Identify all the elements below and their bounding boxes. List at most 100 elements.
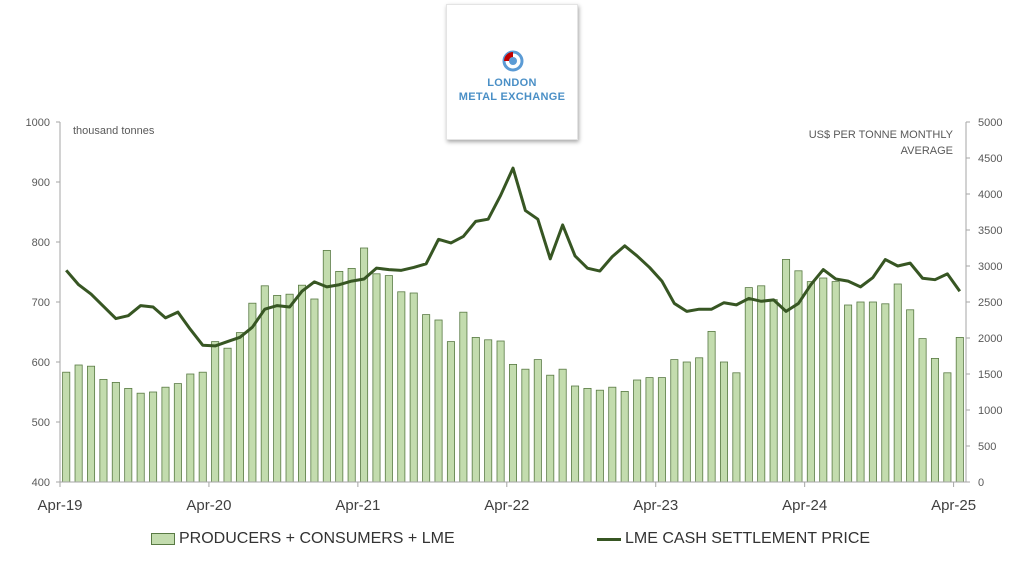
lme-logo-mark-icon [502,50,524,72]
bar [782,258,791,483]
bar [595,389,604,483]
right-axis-unit-label-line1: US$ PER TONNE MONTHLY [809,129,954,141]
right-tick-label: 2500 [978,297,1002,309]
bar [186,373,195,483]
bar [546,374,555,483]
right-tick-label: 3500 [978,225,1002,237]
left-axis-unit-label: thousand tonnes [73,125,155,137]
x-tick-label: Apr-20 [186,497,231,514]
bar [744,287,753,483]
bar [893,283,902,483]
bar [397,291,406,483]
right-tick-label: 2000 [978,333,1002,345]
bar [335,270,344,483]
right-tick-label: 4500 [978,153,1002,165]
bar [74,364,83,483]
bar [955,336,964,483]
bar [856,301,865,483]
bar [757,285,766,483]
bar [881,303,890,483]
bar [620,390,629,483]
bar [136,392,145,483]
x-tick-label: Apr-21 [335,497,380,514]
bar [285,293,294,483]
bar [446,341,455,483]
left-tick-label: 800 [32,237,50,249]
bar [571,385,580,483]
bar [211,341,220,483]
bar [806,281,815,483]
bar [223,347,232,483]
bar [583,387,592,483]
bar [695,357,704,483]
x-tick-label: Apr-23 [633,497,678,514]
bar [707,330,716,483]
lme-logo-line2: METAL EXCHANGE [458,91,566,103]
right-tick-label: 1000 [978,405,1002,417]
bar [819,277,828,483]
left-tick-label: 600 [32,357,50,369]
bar [844,304,853,483]
left-tick-label: 500 [32,417,50,429]
right-axis-tick-labels: 0 500 1000 1500 2000 2500 3000 3500 4000 4500 5000 [978,117,1002,489]
right-tick-label: 500 [978,441,996,453]
right-tick-label: 3000 [978,261,1002,273]
right-axis-unit-label-line2: AVERAGE [901,145,953,157]
bar [831,281,840,483]
bar [657,377,666,483]
bar [87,365,96,483]
bar [918,338,927,483]
bar [732,372,741,483]
legend-item-line: LME CASH SETTLEMENT PRICE [597,529,870,549]
bar [471,336,480,483]
bar [930,357,939,483]
bar [149,391,158,483]
bar [868,301,877,483]
x-tick-label: Apr-24 [782,497,827,514]
bar [645,377,654,483]
right-tick-label: 5000 [978,117,1002,129]
bar [111,381,120,483]
bar [173,383,182,483]
right-tick-label: 1500 [978,369,1002,381]
bar [769,299,778,483]
legend-bar-swatch [151,533,175,545]
bar [99,378,108,483]
x-tick-label: Apr-22 [484,497,529,514]
left-tick-label: 700 [32,297,50,309]
bar [372,273,381,483]
bar [459,311,468,483]
x-axis-tick-labels: Apr-19 Apr-20 Apr-21 Apr-22 Apr-23 Apr-24 Apr-… [37,497,976,514]
bar [124,387,133,483]
bar [198,371,207,483]
left-tick-label: 900 [32,177,50,189]
bar [608,386,617,483]
bar [943,372,952,483]
bar [633,379,642,483]
bar [235,332,244,483]
legend-item-bars: PRODUCERS + CONSUMERS + LME [151,529,455,549]
legend-bar-label: PRODUCERS + CONSUMERS + LME [179,530,455,547]
left-tick-label: 1000 [26,117,50,129]
bar [670,359,679,483]
bar [347,267,356,483]
right-tick-label: 0 [978,477,984,489]
bar [273,294,282,483]
bar-series-producers-consumers-lme [62,247,964,483]
lme-logo-line1: LONDON [487,77,537,89]
legend-line-swatch [597,537,621,541]
bar [521,368,530,483]
bar [484,339,493,483]
bar [360,247,369,483]
right-tick-label: 4000 [978,189,1002,201]
legend-line-label: LME CASH SETTLEMENT PRICE [625,530,871,547]
bar [533,359,542,483]
bar [719,361,728,483]
bar [496,340,505,483]
line-series-lme-cash-settlement-price [65,166,962,348]
bar [161,386,170,483]
bar [508,363,517,483]
lme-logo: LONDON METAL EXCHANGE [446,4,578,140]
bar [298,284,307,483]
